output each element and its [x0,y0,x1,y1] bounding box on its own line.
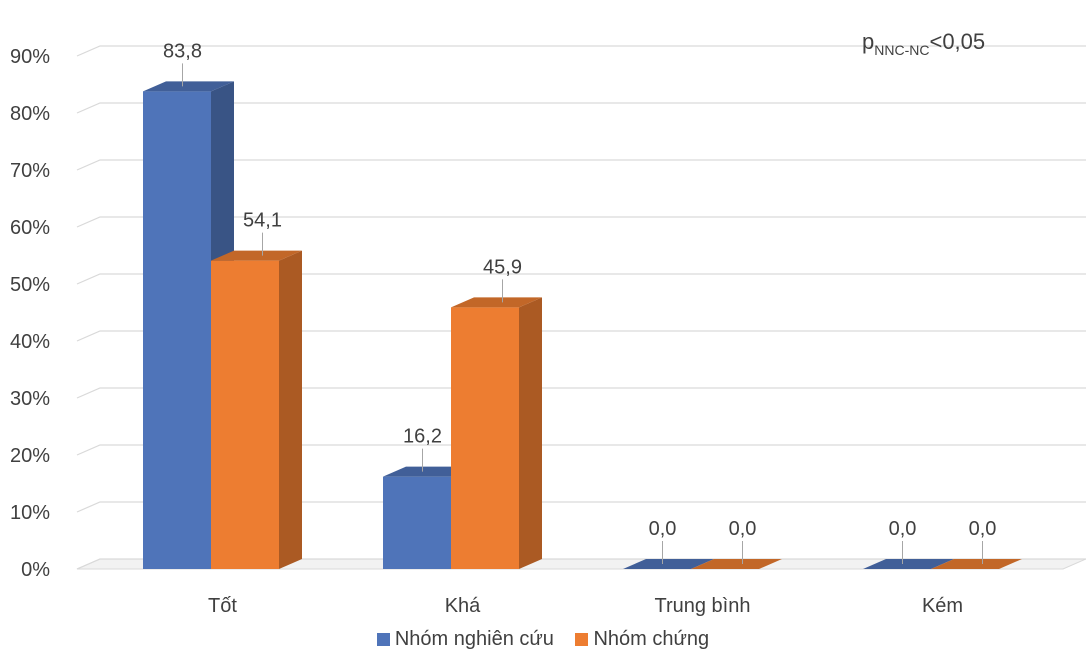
bar-top [143,81,234,92]
bar-side [519,297,542,569]
bar-2-4 [931,559,1022,569]
data-labels: 83,8 54,1 16,2 45,9 0,0 0,0 0,0 0,0 [163,40,996,564]
data-label: 0,0 [729,518,757,540]
bar-top [931,559,1022,569]
bar-2-3 [691,559,782,569]
y-tick-label: 60% [10,217,50,239]
y-axis-ticks: 0% 10% 20% 30% 40% 50% 60% 70% 80% 90% [10,46,50,581]
bar-top [211,250,302,261]
y-tick-label: 0% [21,559,50,581]
y-tick-label: 70% [10,160,50,182]
bar-2-1 [211,250,302,569]
x-category-label: Kém [922,595,963,617]
bar-front [383,476,451,569]
legend: Nhóm nghiên cứu Nhóm chứng [0,628,1086,652]
y-tick-label: 90% [10,46,50,68]
bar-2-2 [451,297,542,569]
y-tick-label: 50% [10,274,50,296]
bar-side [279,250,302,569]
bar-front [143,91,211,569]
gridline [76,102,1086,114]
data-label: 54,1 [243,210,282,232]
data-label: 0,0 [969,518,997,540]
bar-top [863,559,954,569]
x-category-label: Tốt [208,595,237,617]
y-tick-label: 30% [10,388,50,410]
y-tick-label: 10% [10,502,50,524]
bars [143,81,1022,569]
annotation-rest: <0,05 [929,29,985,54]
bar-1-3 [623,559,714,569]
legend-item-series-2: Nhóm chứng [575,628,709,651]
gridline [76,330,1086,342]
data-label: 16,2 [403,426,442,448]
bar-1-4 [863,559,954,569]
data-label: 83,8 [163,40,202,62]
annotation-main: p [862,29,874,54]
legend-item-series-1: Nhóm nghiên cứu [376,628,554,651]
x-category-label: Trung bình [655,595,751,617]
bar-top [451,297,542,308]
y-tick-label: 80% [10,103,50,125]
data-label: 0,0 [889,518,917,540]
bar-top [691,559,782,569]
gridline [76,501,1086,513]
bar-top [623,559,714,569]
data-label: 0,0 [649,518,677,540]
legend-swatch-series-2 [575,633,589,646]
x-axis-categories: Tốt Khá Trung bình Kém [208,595,963,617]
bar-chart: 0% 10% 20% 30% 40% 50% 60% 70% 80% 90% 83,8 54,1 16… [10,29,1086,617]
gridline [76,45,1086,57]
y-tick-label: 40% [10,331,50,353]
data-label: 45,9 [483,256,522,278]
legend-label-series-2: Nhóm chứng [593,628,710,650]
p-value-annotation: pNNC-NC<0,05 [862,29,985,58]
gridline [76,387,1086,399]
gridline [76,444,1086,456]
x-category-label: Khá [445,595,481,617]
bar-front [451,307,519,569]
gridline [76,159,1086,171]
gridlines [76,45,1086,570]
legend-label-series-1: Nhóm nghiên cứu [394,628,554,650]
y-tick-label: 20% [10,445,50,467]
gridline [76,216,1086,228]
annotation-subscript: NNC-NC [874,42,929,58]
legend-swatch-series-1 [376,633,390,646]
bar-front [211,260,279,569]
gridline [76,273,1086,285]
